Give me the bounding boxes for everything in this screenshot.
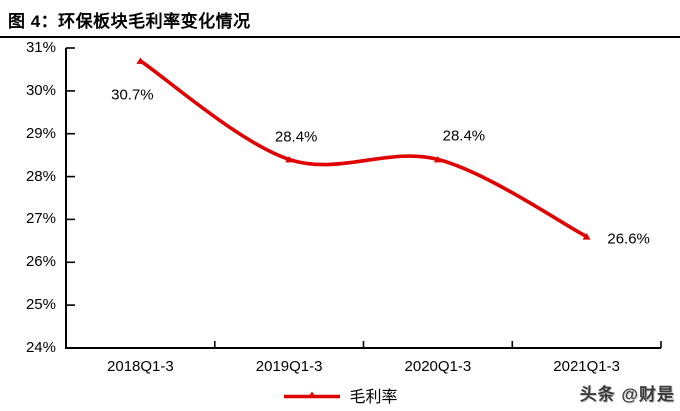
y-tick-label: 30% — [25, 81, 56, 99]
y-tick-label: 26% — [25, 253, 56, 271]
data-point-label: 26.6% — [607, 230, 650, 248]
y-tick-label: 24% — [25, 339, 56, 356]
y-tick-label: 28% — [25, 167, 56, 185]
x-category-label: 2020Q1-3 — [404, 358, 472, 375]
watermark-text: 头条 @财是 — [579, 385, 675, 404]
x-category-label: 2018Q1-3 — [107, 358, 174, 375]
data-point-label: 28.4% — [274, 128, 318, 146]
legend-line-marker-icon — [284, 391, 341, 399]
y-tick-label: 27% — [25, 210, 56, 228]
y-tick-label: 29% — [25, 124, 56, 142]
x-category-label: 2019Q1-3 — [255, 358, 323, 375]
data-point-label: 28.4% — [442, 127, 486, 145]
x-category-label: 2021Q1-3 — [553, 358, 620, 375]
y-tick-label: 25% — [25, 296, 56, 314]
title-underline — [0, 36, 680, 38]
y-tick-label: 31% — [25, 39, 56, 56]
data-point-label: 30.7% — [111, 86, 154, 104]
legend: 毛利率 — [0, 383, 680, 407]
legend-series-label: 毛利率 — [349, 389, 398, 406]
figure-title: 图 4：环保板块毛利率变化情况 — [8, 12, 251, 31]
